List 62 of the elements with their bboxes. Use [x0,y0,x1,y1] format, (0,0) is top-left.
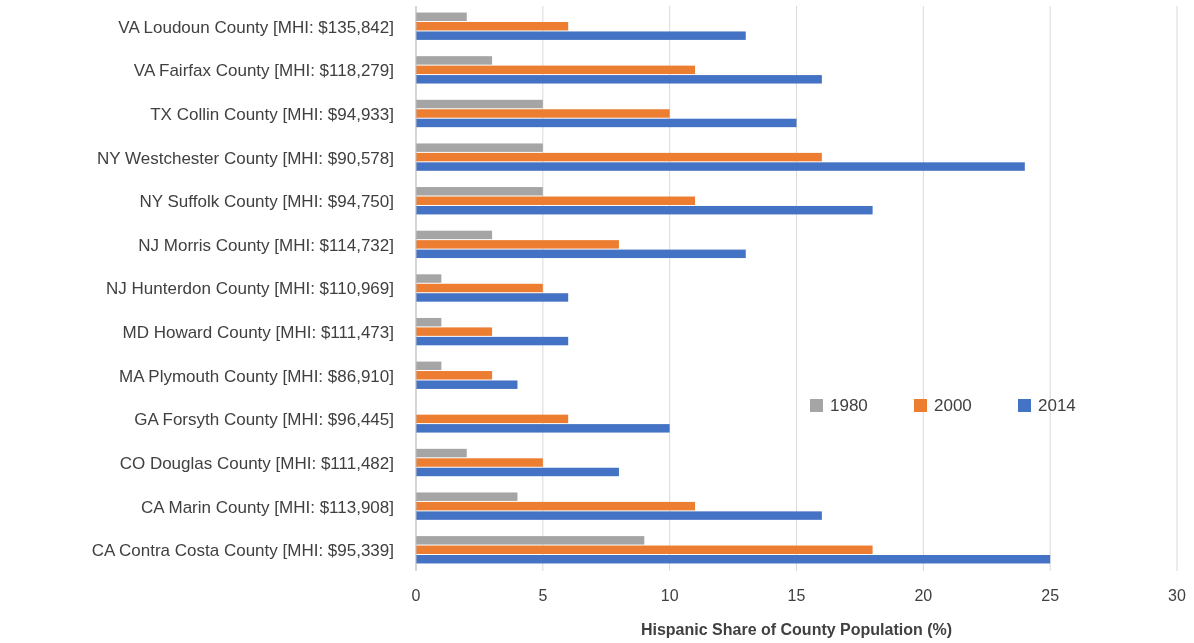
bar [416,545,873,554]
bar [416,317,442,327]
y-tick-label: GA Forsyth County [MHI: $96,445] [134,410,394,430]
y-tick-label: VA Fairfax County [MHI: $118,279] [133,61,394,81]
bar [416,361,442,371]
bar [416,187,543,196]
bar [416,65,696,75]
y-tick-label: MA Plymouth County [MHI: $86,910] [119,366,394,386]
bar [416,152,822,162]
y-tick-label: MD Howard County [MHI: $111,473] [122,323,394,343]
bar [416,293,569,302]
x-tick-label: 0 [411,587,421,604]
x-tick-label: 25 [1041,587,1060,604]
bar [416,12,467,21]
legend-label: 2000 [934,395,972,415]
y-tick-label: CO Douglas County [MHI: $111,482] [119,453,394,473]
bar [416,283,543,293]
x-tick-label: 30 [1168,587,1186,604]
bar [416,249,746,259]
bar [416,240,619,249]
y-tick-label: NY Westchester County [MHI: $90,578] [96,148,394,168]
bar [416,143,543,152]
bar [416,230,493,240]
bar [416,511,822,520]
legend-label: 2014 [1038,395,1076,415]
bar [416,118,797,128]
bar [416,380,518,389]
y-tick-label: NY Suffolk County [MHI: $94,750] [139,192,394,212]
bar [416,458,543,467]
bar [416,492,518,501]
legend-label: 1980 [830,395,868,415]
x-tick-label: 15 [787,587,806,604]
bar [416,501,696,511]
bar [416,327,493,336]
x-tick-label: 10 [660,587,679,604]
y-tick-label: NJ Hunterdon County [MHI: $110,969] [106,279,394,299]
y-tick-label: TX Collin County [MHI: $94,933] [150,104,394,124]
bar [416,448,467,458]
bar [416,109,670,118]
bar [416,75,822,84]
x-tick-label: 20 [914,587,933,604]
x-axis-title: Hispanic Share of County Population (%) [640,621,953,638]
bar [416,162,1025,171]
y-tick-label: NJ Morris County [MHI: $114,732] [138,235,394,255]
bar [416,274,442,283]
bar [416,371,493,380]
bar [416,196,696,205]
bar [416,31,746,40]
y-tick-label: CA Contra Costa County [MHI: $95,339] [91,541,394,561]
y-tick-label: VA Loudoun County [MHI: $135,842] [118,17,394,37]
x-tick-label: 5 [538,587,548,604]
bar [416,555,1051,564]
bar [416,424,670,433]
y-tick-label: CA Marin County [MHI: $113,908] [141,497,394,517]
bar [416,99,543,109]
bar [416,56,493,65]
bar [416,467,619,477]
bar [416,22,569,31]
bar [416,536,645,545]
bar [416,414,569,424]
bar [416,336,569,346]
bar [416,205,873,215]
